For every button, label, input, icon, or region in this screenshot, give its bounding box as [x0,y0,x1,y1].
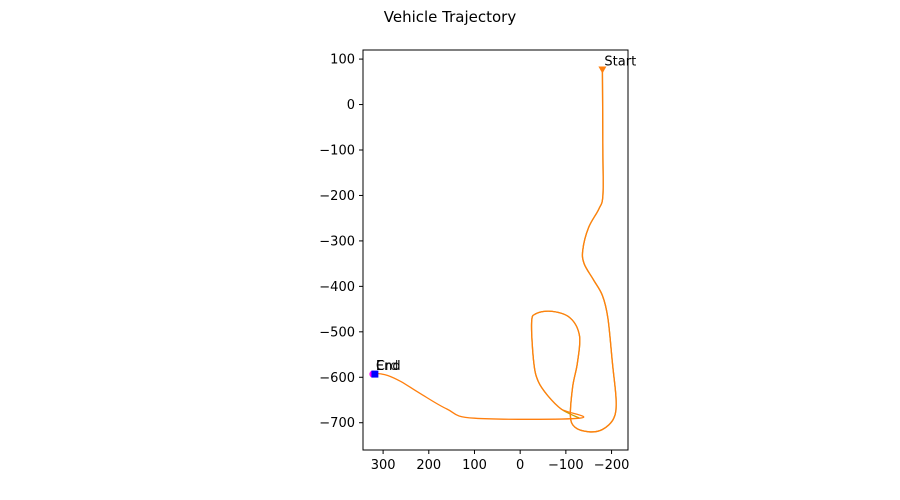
axes-frame [362,49,629,451]
y-tick-label: 0 [347,98,355,113]
x-tick-label: 100 [462,458,487,473]
end-label: End [376,359,401,374]
x-tick-label: −200 [594,458,630,473]
start-label: Start [604,55,636,70]
chart-title: Vehicle Trajectory [384,8,517,26]
x-tick-label: 300 [371,458,396,473]
y-tick-label: −600 [319,371,355,386]
y-tick-label: −300 [319,234,355,249]
start-marker [598,66,607,74]
plot-area [374,69,617,433]
y-tick-label: −700 [319,416,355,431]
x-tick-label: 200 [416,458,441,473]
end-marker [371,370,379,378]
y-tick-label: −100 [319,144,355,159]
x-tick-label: 0 [516,458,524,473]
trajectory-line-2 [374,69,617,433]
end-overlap-label: Crd [376,359,398,374]
y-tick-label: −500 [319,325,355,340]
y-tick-label: 100 [330,53,355,68]
y-tick-label: −200 [319,189,355,204]
axes: 300 200 100 0 −100 −200 100 0 −100 −200 −300 −400 −5… [319,49,630,473]
series-group [374,69,617,433]
y-tick-label: −400 [319,280,355,295]
x-tick-label: −100 [548,458,584,473]
